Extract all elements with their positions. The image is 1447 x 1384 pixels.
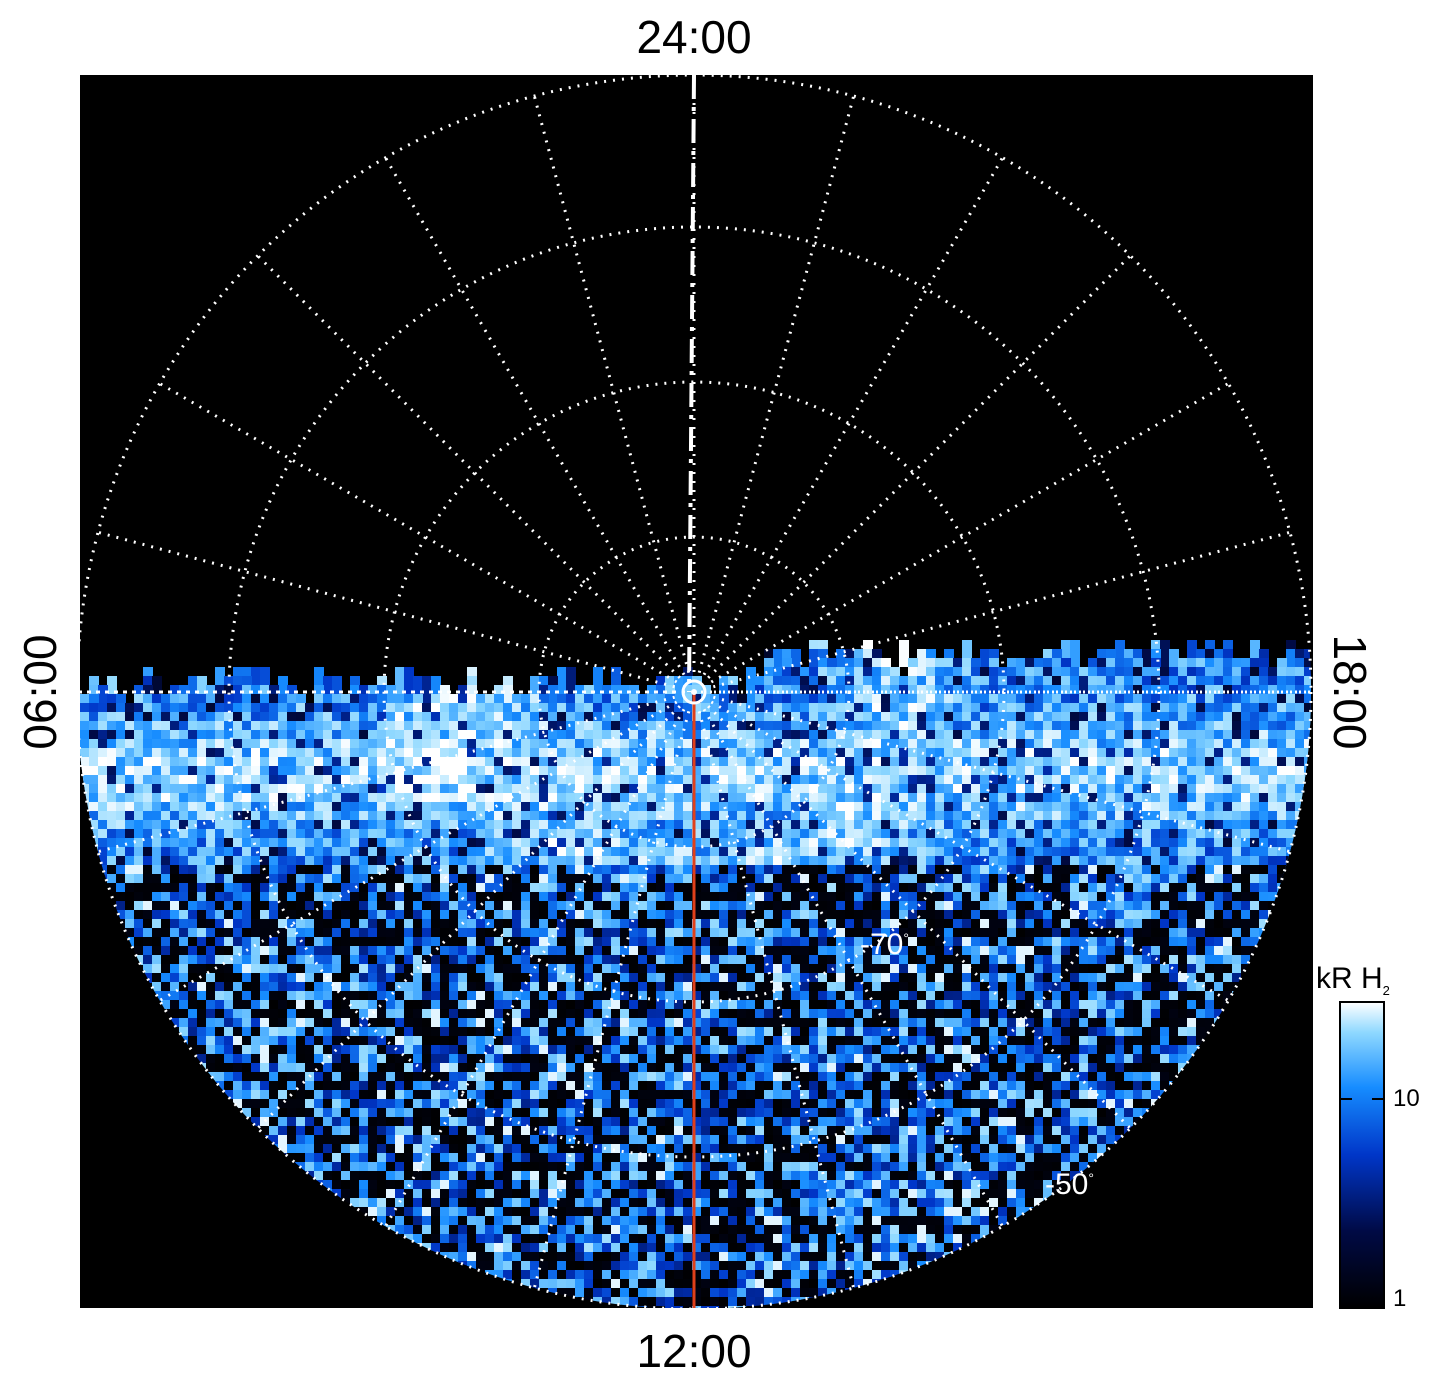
pole-dot <box>691 689 697 695</box>
local-time-label-dawn: 06:00 <box>14 634 66 750</box>
longitude-line <box>384 156 686 676</box>
local-time-label-dusk: 18:00 <box>1324 634 1376 750</box>
longitude-line <box>158 382 678 684</box>
longitude-line <box>710 382 1230 684</box>
longitude-line <box>384 708 686 1228</box>
longitude-line <box>697 710 856 1289</box>
longitude-line <box>707 254 1132 679</box>
longitude-line <box>532 95 691 674</box>
longitude-line <box>702 156 1004 676</box>
longitude-line <box>702 708 1004 1228</box>
longitude-line <box>707 705 1132 1130</box>
local-time-label-noon: 12:00 <box>636 1325 752 1377</box>
longitude-line <box>97 530 676 689</box>
longitude-line <box>712 530 1291 689</box>
longitude-line <box>256 254 681 679</box>
longitude-line <box>712 695 1291 854</box>
midnight-dashed-line <box>687 74 696 693</box>
colorbar-gradient <box>1339 1001 1385 1309</box>
longitude-line <box>532 710 691 1289</box>
longitude-line <box>256 705 681 1130</box>
local-time-label-midnight: 24:00 <box>636 11 752 63</box>
colorbar-tick-label-1: 1 <box>1393 1285 1407 1312</box>
latitude-label-50: -50° <box>1045 1168 1094 1201</box>
colorbar-tick-label-10: 10 <box>1393 1085 1420 1112</box>
pole-marker <box>681 679 707 705</box>
latitude-ring <box>80 75 1313 1308</box>
longitude-line <box>158 700 678 1002</box>
colorbar <box>1339 1001 1385 1309</box>
longitude-line <box>710 700 1230 1002</box>
colorbar-title: kR H2 <box>1316 962 1390 998</box>
latitude-label-70: -70° <box>860 928 909 961</box>
longitude-line <box>697 95 856 674</box>
longitude-line <box>97 695 676 854</box>
polar-grid <box>80 75 1313 1308</box>
